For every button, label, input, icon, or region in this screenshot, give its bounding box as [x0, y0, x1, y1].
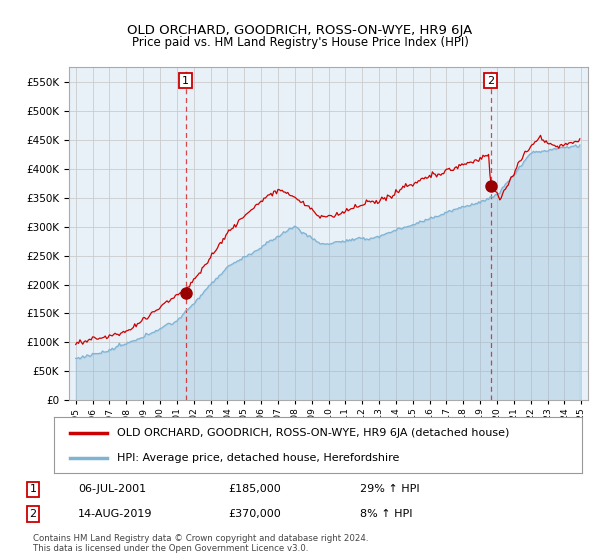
Text: 06-JUL-2001: 06-JUL-2001	[78, 484, 146, 494]
Text: 8% ↑ HPI: 8% ↑ HPI	[360, 509, 413, 519]
Text: 14-AUG-2019: 14-AUG-2019	[78, 509, 152, 519]
Text: Price paid vs. HM Land Registry's House Price Index (HPI): Price paid vs. HM Land Registry's House …	[131, 36, 469, 49]
Text: 1: 1	[29, 484, 37, 494]
Text: £370,000: £370,000	[228, 509, 281, 519]
Text: 1: 1	[182, 76, 189, 86]
Text: 2: 2	[29, 509, 37, 519]
Text: 29% ↑ HPI: 29% ↑ HPI	[360, 484, 419, 494]
Text: £185,000: £185,000	[228, 484, 281, 494]
Text: 2: 2	[487, 76, 494, 86]
Text: OLD ORCHARD, GOODRICH, ROSS-ON-WYE, HR9 6JA: OLD ORCHARD, GOODRICH, ROSS-ON-WYE, HR9 …	[127, 24, 473, 36]
Text: HPI: Average price, detached house, Herefordshire: HPI: Average price, detached house, Here…	[118, 452, 400, 463]
Text: OLD ORCHARD, GOODRICH, ROSS-ON-WYE, HR9 6JA (detached house): OLD ORCHARD, GOODRICH, ROSS-ON-WYE, HR9 …	[118, 428, 510, 438]
Text: Contains HM Land Registry data © Crown copyright and database right 2024.
This d: Contains HM Land Registry data © Crown c…	[33, 534, 368, 553]
